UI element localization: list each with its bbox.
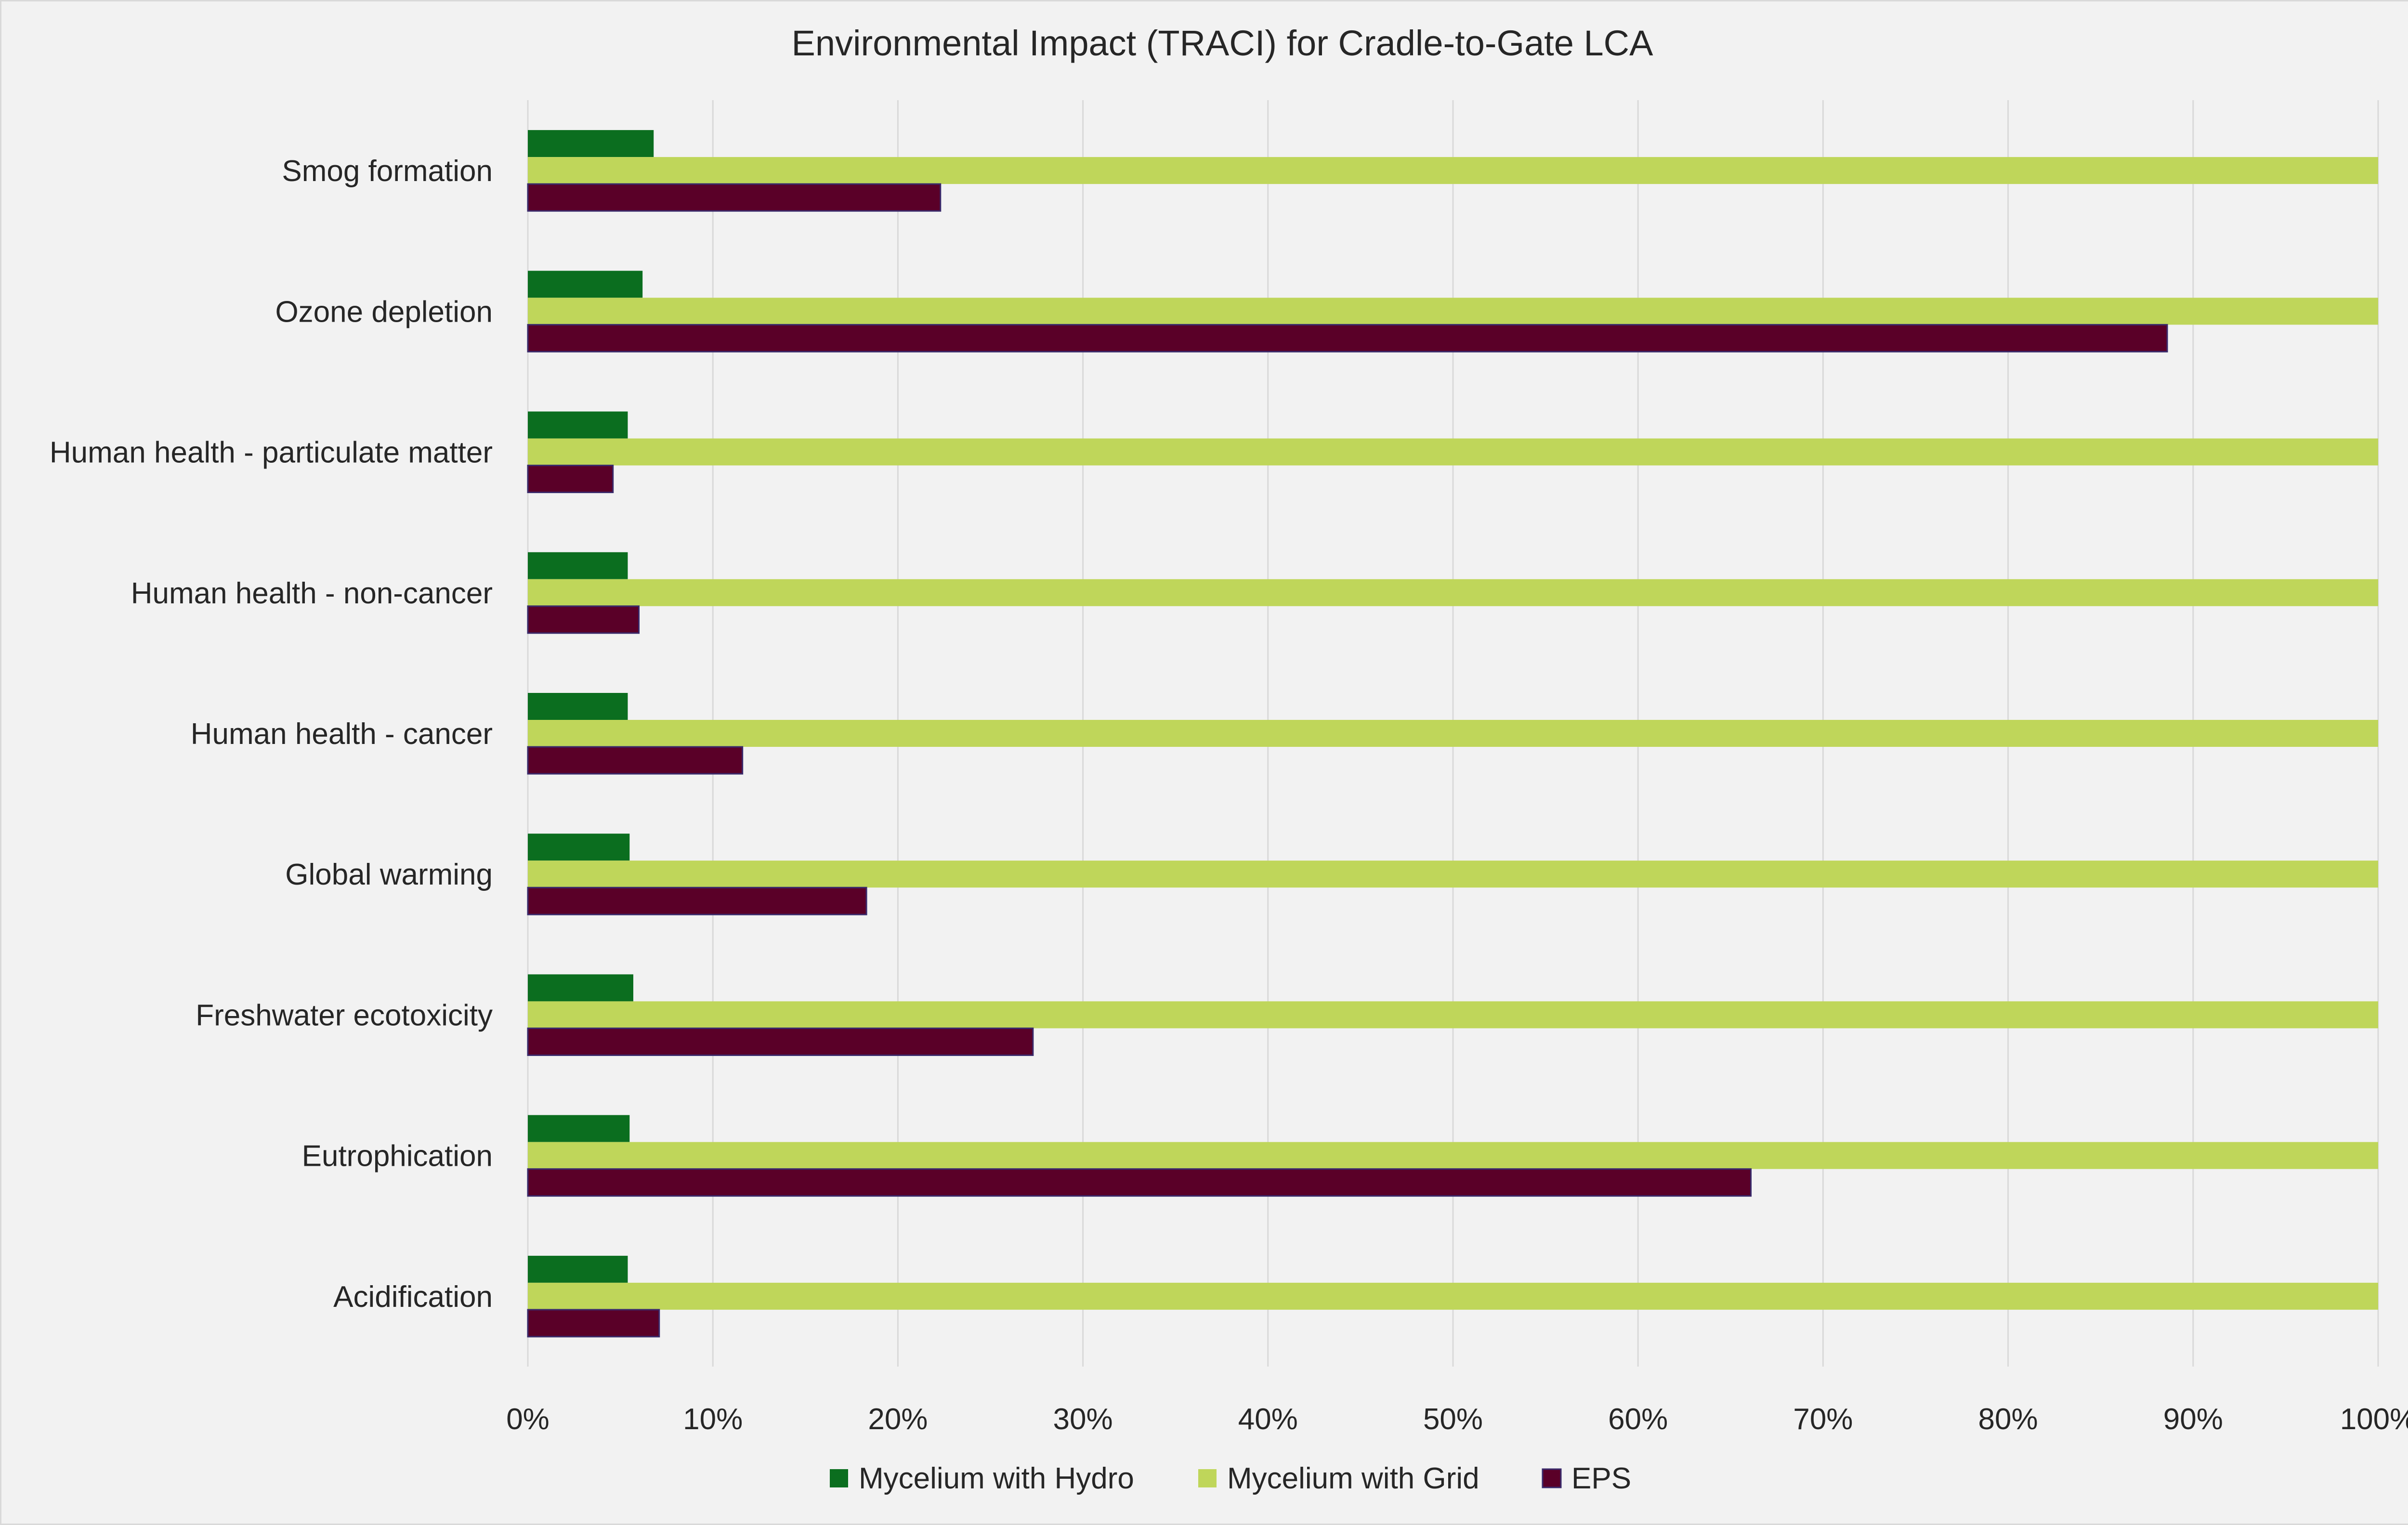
bar-mycelium-with-grid bbox=[528, 860, 2378, 888]
x-tick-label: 50% bbox=[1423, 1403, 1483, 1436]
category-label: Acidification bbox=[333, 1280, 493, 1314]
bar-mycelium-with-hydro bbox=[528, 1255, 628, 1283]
category-label: Smog formation bbox=[282, 155, 493, 188]
category-label: Human health - particulate matter bbox=[50, 436, 493, 469]
bar-mycelium-with-grid bbox=[528, 438, 2378, 466]
x-tick-label: 70% bbox=[1793, 1403, 1853, 1436]
x-tick-label: 60% bbox=[1608, 1403, 1668, 1436]
x-tick-label: 80% bbox=[1978, 1403, 2038, 1436]
bar-mycelium-with-grid bbox=[528, 157, 2378, 184]
x-tick-label: 10% bbox=[683, 1403, 743, 1436]
bar-eps bbox=[527, 605, 640, 634]
legend-swatch bbox=[1198, 1469, 1217, 1487]
bar-mycelium-with-grid bbox=[528, 1001, 2378, 1029]
bar-eps bbox=[527, 746, 744, 775]
bars bbox=[527, 130, 2378, 1338]
bar-eps bbox=[527, 1309, 660, 1338]
bar-mycelium-with-grid bbox=[528, 298, 2378, 325]
x-tick-label: 0% bbox=[506, 1403, 550, 1436]
category-labels: Smog formation Ozone depletion Human healt… bbox=[50, 155, 493, 1314]
bar-mycelium-with-hydro bbox=[528, 271, 643, 298]
category-label: Human health - cancer bbox=[191, 717, 493, 751]
x-tick-label: 30% bbox=[1053, 1403, 1113, 1436]
bar-mycelium-with-grid bbox=[528, 1142, 2378, 1169]
bar-eps bbox=[527, 183, 942, 212]
bar-mycelium-with-grid bbox=[528, 579, 2378, 606]
bar-eps bbox=[527, 886, 867, 915]
bar-eps bbox=[527, 1168, 1752, 1197]
bar-mycelium-with-hydro bbox=[528, 552, 628, 579]
x-tick-label: 90% bbox=[2163, 1403, 2223, 1436]
x-tick-label: 40% bbox=[1238, 1403, 1298, 1436]
bar-eps bbox=[527, 465, 614, 494]
bar-mycelium-with-hydro bbox=[528, 974, 633, 1002]
chart-title: Environmental Impact (TRACI) for Cradle-… bbox=[792, 23, 1654, 63]
legend-label: Mycelium with Hydro bbox=[859, 1462, 1134, 1495]
bar-eps bbox=[527, 1027, 1034, 1056]
bar-mycelium-with-hydro bbox=[528, 411, 628, 439]
category-label: Eutrophication bbox=[302, 1140, 493, 1173]
bar-eps bbox=[527, 324, 2168, 352]
bar-mycelium-with-hydro bbox=[528, 834, 630, 861]
legend-label: EPS bbox=[1571, 1462, 1631, 1495]
legend-swatch bbox=[1542, 1468, 1562, 1488]
x-tick-label: 100% bbox=[2340, 1403, 2408, 1436]
category-label: Freshwater ecotoxicity bbox=[196, 999, 493, 1032]
bar-mycelium-with-hydro bbox=[528, 130, 654, 157]
bar-mycelium-with-grid bbox=[528, 1282, 2378, 1310]
legend-swatch bbox=[830, 1469, 848, 1487]
bar-mycelium-with-hydro bbox=[528, 693, 628, 720]
bar-mycelium-with-hydro bbox=[528, 1115, 630, 1142]
bar-mycelium-with-grid bbox=[528, 720, 2378, 747]
category-label: Ozone depletion bbox=[275, 295, 493, 328]
x-axis-ticks: 0% 10% 20% 30% 40% 50% 60% 70% 80% 90% 100% bbox=[506, 1403, 2408, 1436]
legend-label: Mycelium with Grid bbox=[1227, 1462, 1479, 1495]
x-tick-label: 20% bbox=[868, 1403, 928, 1436]
legend: Mycelium with Hydro Mycelium with Grid EPS bbox=[830, 1462, 1631, 1495]
category-label: Human health - non-cancer bbox=[131, 577, 493, 610]
category-label: Global warming bbox=[285, 858, 493, 891]
